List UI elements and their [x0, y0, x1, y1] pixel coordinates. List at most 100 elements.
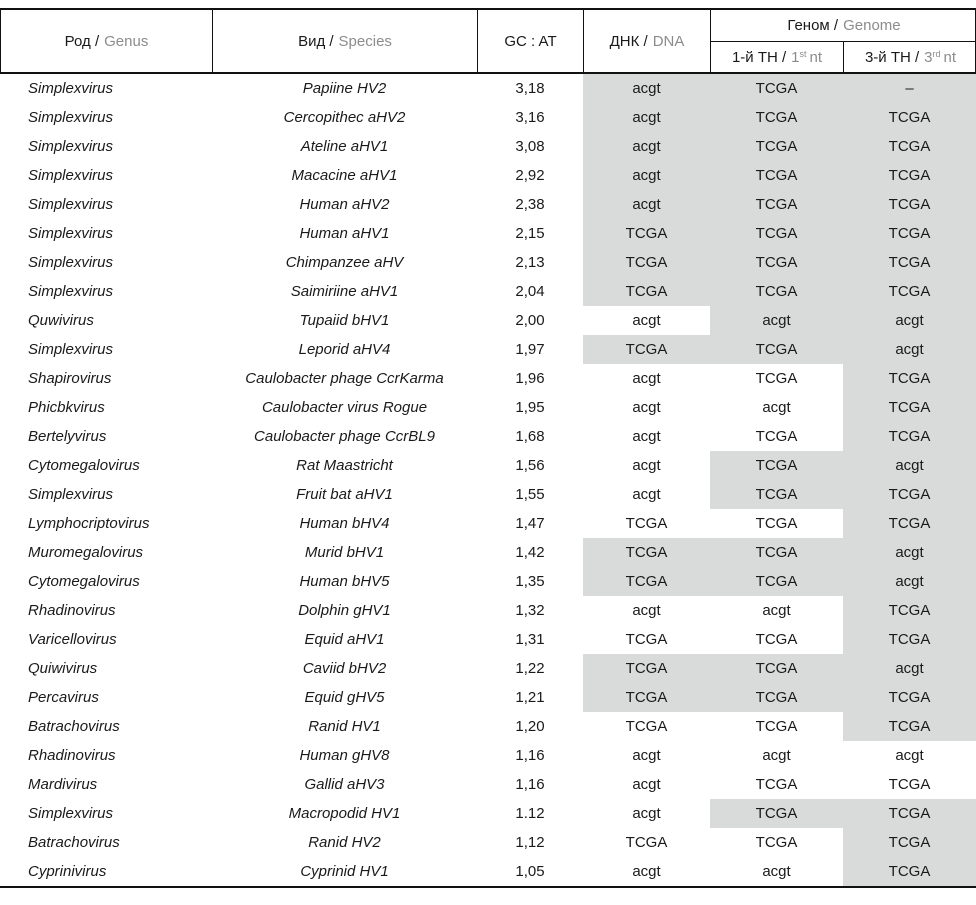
gc-at-ratio-cell: 1,21: [515, 689, 545, 706]
genus-cell: Simplexvirus: [28, 341, 114, 358]
gc-at-ratio-cell: 2,15: [515, 225, 545, 242]
third-nt-column-header: 3-й ТН /3rd nt: [844, 42, 976, 72]
first-nt-order-cell: TCGA: [755, 428, 798, 445]
genus-cell: Simplexvirus: [28, 167, 114, 184]
table-row: Varicellovirus Equid aHV1 1,31 TCGA TCGA…: [0, 625, 976, 654]
first-nt-order-cell: TCGA: [710, 799, 843, 828]
third-nt-header-ru: 3-й ТН /: [864, 48, 920, 66]
gc-at-ratio-cell: 2,00: [515, 312, 545, 329]
species-cell: Saimiriine aHV1: [290, 283, 399, 300]
first-nt-order-cell: TCGA: [710, 538, 843, 567]
third-nt-order-cell: TCGA: [843, 480, 976, 509]
table-row: Batrachovirus Ranid HV1 1,20 TCGA TCGA T…: [0, 712, 976, 741]
first-nt-header-en: 1st nt: [791, 48, 823, 66]
gc-at-ratio-cell: 1,32: [515, 602, 545, 619]
gc-at-ratio-cell: 3,18: [515, 80, 545, 97]
species-cell: Dolphin gHV1: [298, 602, 391, 619]
genus-cell: Cytomegalovirus: [28, 457, 140, 474]
species-cell: Ranid HV1: [308, 718, 381, 735]
third-nt-order-cell: acgt: [895, 747, 924, 764]
dna-order-cell: acgt: [632, 805, 661, 822]
species-cell: Macropodid HV1: [288, 805, 401, 822]
dna-order-cell: TCGA: [583, 654, 710, 683]
first-nt-order-cell: TCGA: [710, 654, 843, 683]
table-row: Simplexvirus Saimiriine aHV1 2,04 TCGA T…: [0, 277, 976, 306]
genus-cell: Simplexvirus: [28, 254, 114, 271]
first-nt-order-cell: TCGA: [755, 776, 798, 793]
dna-order-cell: acgt: [632, 399, 661, 416]
first-nt-order-cell: TCGA: [710, 190, 843, 219]
third-nt-order-cell: TCGA: [843, 161, 976, 190]
first-nt-order-cell: TCGA: [710, 480, 843, 509]
first-nt-order-cell: TCGA: [710, 277, 843, 306]
genome-header-ru: Геном /: [787, 17, 839, 34]
dna-order-cell: TCGA: [583, 248, 710, 277]
species-cell: Ranid HV2: [308, 834, 381, 851]
first-nt-column-header: 1-й ТН /1st nt: [711, 42, 844, 72]
first-nt-order-cell: TCGA: [710, 161, 843, 190]
first-nt-order-cell: TCGA: [710, 683, 843, 712]
table-row: Simplexvirus Chimpanzee aHV 2,13 TCGA TC…: [0, 248, 976, 277]
genus-cell: Lymphocriptovirus: [28, 515, 150, 532]
gc-at-ratio-cell: 1,05: [515, 863, 545, 880]
gc-at-ratio-cell: 1,47: [515, 515, 545, 532]
first-nt-order-cell: TCGA: [710, 248, 843, 277]
table-row: Rhadinovirus Human gHV8 1,16 acgt acgt a…: [0, 741, 976, 770]
gc-at-ratio-cell: 1,22: [515, 660, 545, 677]
third-nt-header-en: 3rd nt: [924, 48, 957, 66]
genus-cell: Quwivirus: [28, 312, 94, 329]
species-cell: Macacine aHV1: [291, 167, 398, 184]
dna-order-cell: TCGA: [625, 834, 668, 851]
genus-cell: Batrachovirus: [28, 718, 120, 735]
third-nt-order-cell: TCGA: [888, 776, 931, 793]
genus-cell: Rhadinovirus: [28, 602, 116, 619]
species-cell: Human gHV8: [299, 747, 390, 764]
first-nt-order-cell: acgt: [762, 863, 791, 880]
genus-cell: Batrachovirus: [28, 834, 120, 851]
dna-column-header: ДНК / DNA: [584, 10, 711, 72]
genus-cell: Simplexvirus: [28, 196, 114, 213]
gc-at-ratio-cell: 1,42: [515, 544, 545, 561]
dna-order-cell: acgt: [583, 132, 710, 161]
dna-order-cell: TCGA: [625, 631, 668, 648]
table-body: Simplexvirus Papiine HV2 3,18 acgt TCGA …: [0, 74, 976, 888]
table-row: Quiwivirus Caviid bHV2 1,22 TCGA TCGA ac…: [0, 654, 976, 683]
table-row: Simplexvirus Fruit bat aHV1 1,55 acgt TC…: [0, 480, 976, 509]
dna-order-cell: acgt: [583, 103, 710, 132]
table-row: Simplexvirus Human aHV1 2,15 TCGA TCGA T…: [0, 219, 976, 248]
species-header-en: Species: [338, 32, 392, 50]
species-cell: Leporid aHV4: [298, 341, 391, 358]
dna-order-cell: acgt: [583, 190, 710, 219]
gc-at-ratio-cell: 1.12: [515, 805, 545, 822]
third-nt-order-cell: acgt: [843, 335, 976, 364]
first-nt-order-cell: TCGA: [710, 219, 843, 248]
dna-order-cell: acgt: [632, 602, 661, 619]
genus-cell: Varicellovirus: [28, 631, 117, 648]
third-nt-order-cell: acgt: [843, 306, 976, 335]
dna-order-cell: TCGA: [583, 335, 710, 364]
first-nt-order-cell: TCGA: [755, 631, 798, 648]
third-nt-order-cell: TCGA: [843, 364, 976, 393]
third-nt-order-cell: TCGA: [843, 828, 976, 857]
table-row: Cytomegalovirus Human bHV5 1,35 TCGA TCG…: [0, 567, 976, 596]
genus-cell: Simplexvirus: [28, 109, 114, 126]
table-header: Род / Genus Вид / Species GC : AT ДНК / DNA…: [0, 8, 976, 74]
species-cell: Rat Maastricht: [296, 457, 393, 474]
table-row: Simplexvirus Macropodid HV1 1.12 acgt TC…: [0, 799, 976, 828]
first-nt-order-cell: acgt: [710, 306, 843, 335]
third-nt-order-cell: TCGA: [843, 509, 976, 538]
genus-cell: Rhadinovirus: [28, 747, 116, 764]
table-row: Cytomegalovirus Rat Maastricht 1,56 acgt…: [0, 451, 976, 480]
species-cell: Papiine HV2: [302, 80, 387, 97]
table-row: Lymphocriptovirus Human bHV4 1,47 TCGA T…: [0, 509, 976, 538]
gc-at-ratio-cell: 1,12: [515, 834, 545, 851]
species-cell: Gallid aHV3: [304, 776, 385, 793]
third-nt-order-cell: TCGA: [843, 103, 976, 132]
gc-at-ratio-cell: 1,97: [515, 341, 545, 358]
dna-order-cell: TCGA: [583, 219, 710, 248]
first-nt-order-cell: acgt: [762, 399, 791, 416]
species-cell: Cercopithec aHV2: [283, 109, 406, 126]
gc-at-ratio-cell: 2,38: [515, 196, 545, 213]
genus-cell: Mardivirus: [28, 776, 98, 793]
first-nt-order-cell: TCGA: [755, 718, 798, 735]
